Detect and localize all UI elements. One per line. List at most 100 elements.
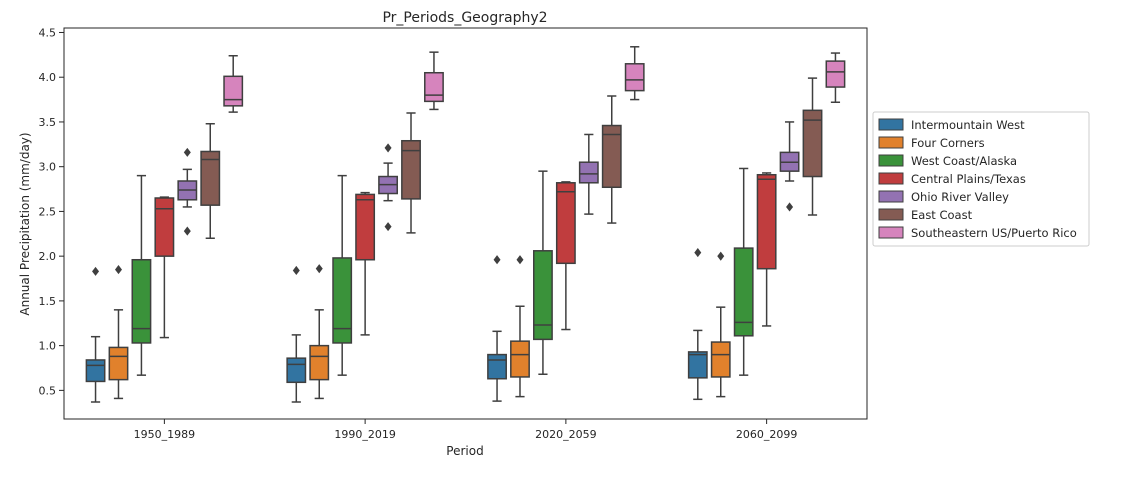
box-body: [131, 258, 152, 344]
box-central-plains-texas-1950_1989: [154, 196, 175, 339]
legend-swatch: [878, 190, 904, 203]
box-body: [555, 182, 576, 265]
box-east-coast-1950_1989: [200, 122, 221, 240]
box-four-corners-1990_2019: [309, 264, 330, 400]
box-ohio-river-valley-2020_2059: [578, 133, 599, 215]
x-axis: 1950_1989 1990_2019 2020_2059 2060_2099: [134, 419, 798, 441]
box-four-corners-2060_2099: [710, 251, 731, 398]
box-body: [154, 197, 175, 257]
x-tick-label: 2020_2059: [535, 428, 597, 441]
box-southeastern-us-puerto-rico-1950_1989: [223, 54, 244, 113]
outlier-point: [516, 255, 524, 265]
box-four-corners-1950_1989: [108, 265, 129, 400]
box-body: [825, 60, 846, 88]
box-intermountain-west-1950_1989: [85, 266, 106, 403]
box-ohio-river-valley-1950_1989: [177, 147, 198, 236]
outlier-point: [114, 265, 122, 275]
box-intermountain-west-2060_2099: [687, 248, 708, 401]
box-east-coast-1990_2019: [401, 112, 421, 234]
y-tick-label: 1.0: [39, 340, 57, 353]
box-east-coast-2020_2059: [601, 95, 622, 224]
x-tick-label: 1950_1989: [134, 428, 196, 441]
outlier-point: [183, 226, 191, 236]
box-body: [355, 193, 376, 261]
y-tick-label: 0.5: [39, 384, 57, 397]
box-body: [85, 359, 106, 383]
outlier-point: [292, 265, 300, 276]
box-central-plains-texas-1990_2019: [355, 191, 376, 336]
legend-swatch: [878, 118, 904, 131]
box-body: [802, 109, 823, 178]
box-west-coast-alaska-2020_2059: [533, 170, 553, 376]
box-ohio-river-valley-1990_2019: [378, 143, 398, 232]
box-west-coast-alaska-2060_2099: [733, 167, 754, 376]
box-central-plains-texas-2020_2059: [555, 181, 576, 331]
legend-label: Central Plains/Texas: [911, 172, 1026, 186]
y-tick-label: 4.0: [39, 71, 57, 84]
box-four-corners-2020_2059: [510, 255, 530, 398]
outlier-point: [786, 202, 794, 212]
outlier-point: [384, 222, 392, 232]
legend-label: Four Corners: [911, 136, 985, 150]
box-body: [108, 346, 129, 381]
legend-swatch: [878, 226, 904, 239]
box-body: [710, 341, 731, 378]
box-body: [424, 71, 444, 103]
legend-swatch: [878, 154, 904, 167]
legend-swatch: [878, 208, 904, 221]
box-body: [601, 124, 622, 189]
box-body: [332, 257, 353, 344]
outlier-point: [493, 255, 501, 265]
legend-label: Southeastern US/Puerto Rico: [911, 226, 1077, 240]
outlier-point: [315, 264, 323, 274]
box-southeastern-us-puerto-rico-1990_2019: [424, 51, 444, 111]
box-body: [309, 344, 330, 381]
legend-label: Ohio River Valley: [911, 190, 1009, 204]
box-intermountain-west-1990_2019: [286, 265, 307, 403]
box-central-plains-texas-2060_2099: [756, 172, 777, 327]
legend-label: East Coast: [911, 208, 973, 222]
y-tick-label: 3.5: [39, 116, 57, 129]
box-body: [687, 351, 708, 379]
box-west-coast-alaska-1950_1989: [131, 174, 152, 376]
y-tick-label: 1.5: [39, 295, 57, 308]
y-tick-label: 4.5: [39, 26, 57, 39]
y-tick-label: 3.0: [39, 161, 57, 174]
outlier-point: [694, 248, 702, 258]
legend-label: Intermountain West: [911, 118, 1025, 132]
box-west-coast-alaska-1990_2019: [332, 174, 353, 376]
legend-frame: [872, 111, 1090, 247]
legend-swatch: [878, 172, 904, 185]
outlier-point: [717, 251, 725, 261]
plot-frame: [63, 27, 868, 420]
box-body: [487, 353, 507, 380]
x-axis-label: Period: [446, 444, 483, 458]
outlier-point: [384, 143, 392, 153]
outlier-point: [92, 266, 100, 276]
box-southeastern-us-puerto-rico-2060_2099: [825, 52, 846, 104]
box-intermountain-west-2020_2059: [487, 255, 507, 402]
y-tick-label: 2.0: [39, 250, 57, 263]
x-tick-label: 2060_2099: [736, 428, 798, 441]
box-body: [624, 63, 645, 92]
box-body: [223, 75, 244, 107]
chart-title: Pr_Periods_Geography2: [382, 10, 547, 26]
box-body: [200, 150, 221, 206]
box-body: [401, 139, 421, 200]
y-axis-label: Annual Precipitation (mm/day): [18, 132, 32, 315]
box-east-coast-2060_2099: [802, 77, 823, 216]
y-axis: 0.5 1.0 1.5 2.0 2.5 3.0 3.5 4.0 4.5: [39, 26, 64, 397]
legend: Intermountain West Four Corners West Coast…: [872, 111, 1090, 247]
box-body: [286, 357, 307, 384]
legend-swatch: [878, 136, 904, 149]
box-body: [756, 173, 777, 270]
plot-area: [85, 46, 846, 403]
box-body: [510, 340, 530, 378]
box-body: [578, 161, 599, 184]
box-southeastern-us-puerto-rico-2020_2059: [624, 46, 645, 101]
outlier-point: [183, 147, 191, 157]
box-body: [733, 247, 754, 337]
y-tick-label: 2.5: [39, 205, 57, 218]
x-tick-label: 1990_2019: [334, 428, 396, 441]
